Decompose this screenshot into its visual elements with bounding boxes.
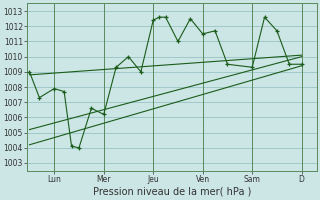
X-axis label: Pression niveau de la mer( hPa ): Pression niveau de la mer( hPa ) xyxy=(92,187,251,197)
